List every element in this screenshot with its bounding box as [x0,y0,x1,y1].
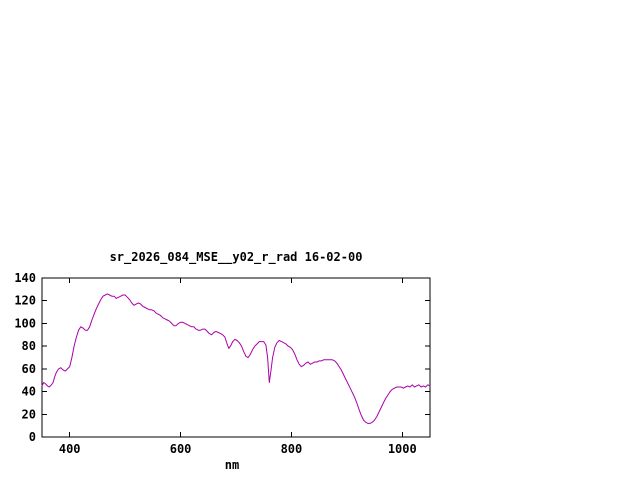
y-tick-label: 0 [29,430,36,444]
x-tick-label: 600 [170,442,192,456]
y-tick-label: 140 [14,271,36,285]
y-tick-label: 40 [22,385,36,399]
x-tick-label: 1000 [388,442,417,456]
y-tick-label: 100 [14,316,36,330]
x-tick-label: 800 [281,442,303,456]
x-axis-label: nm [225,458,239,472]
y-tick-label: 60 [22,362,36,376]
x-tick-label: 400 [59,442,81,456]
y-tick-label: 120 [14,294,36,308]
chart-title: sr_2026_084_MSE__y02_r_rad 16-02-00 [110,250,363,265]
plot-border [41,277,431,438]
spectrum-line [41,293,431,424]
y-tick-label: 20 [22,407,36,421]
y-tick-label: 80 [22,339,36,353]
